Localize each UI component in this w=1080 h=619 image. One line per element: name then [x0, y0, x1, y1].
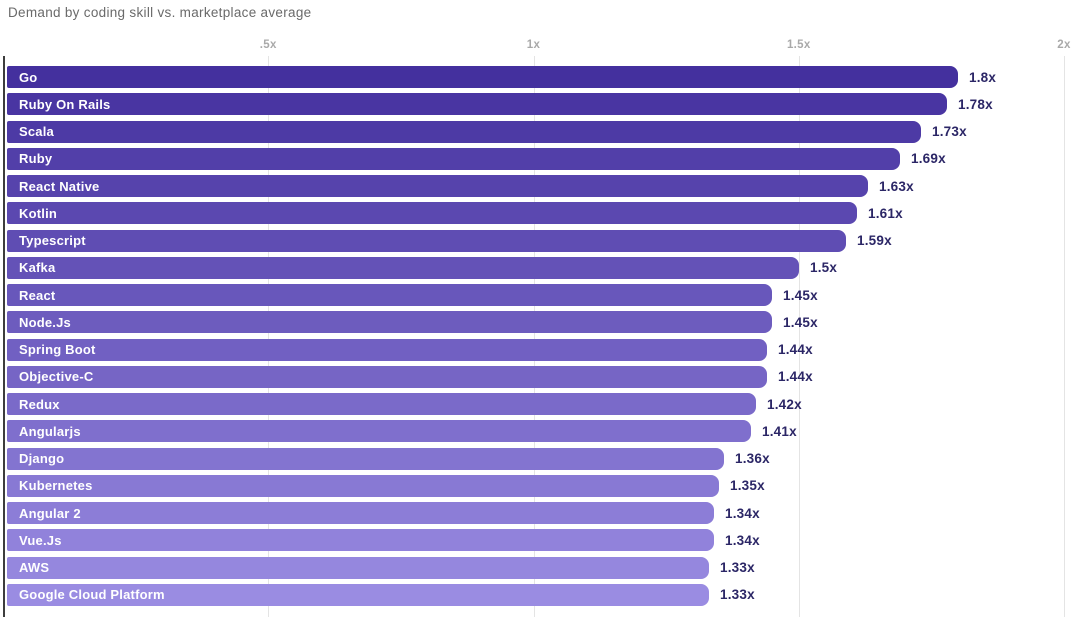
bar-kubernetes[interactable]: Kubernetes — [7, 474, 719, 497]
bar-react-native[interactable]: React Native — [7, 175, 868, 198]
bar-row: Scala 1.73x — [7, 120, 967, 143]
bar-category-label: Go — [19, 69, 38, 85]
bar-category-label: Ruby — [19, 151, 53, 167]
bar-category-label: React — [19, 287, 56, 303]
bar-row: Ruby 1.69x — [7, 147, 946, 170]
bar-row: Angularjs 1.41x — [7, 420, 797, 443]
bar-category-label: Objective-C — [19, 369, 94, 385]
x-tick-label: 2x — [1057, 39, 1071, 51]
bar-category-label: Kubernetes — [19, 478, 93, 494]
bar-category-label: Vue.Js — [19, 532, 62, 548]
bar-row: Vue.Js 1.34x — [7, 529, 760, 552]
bar-django[interactable]: Django — [7, 447, 724, 470]
bar-value-label: 1.36x — [735, 451, 770, 467]
gridline-.5x — [268, 56, 270, 617]
bar-value-label: 1.69x — [911, 151, 946, 167]
x-tick-label: 1x — [526, 39, 541, 51]
gridline-1.5x — [798, 56, 800, 617]
bar-scala[interactable]: Scala — [7, 120, 921, 143]
x-tick-label: 1.5x — [786, 39, 811, 51]
bar-value-label: 1.61x — [868, 205, 903, 221]
bar-value-label: 1.5x — [810, 260, 838, 276]
bar-value-label: 1.45x — [783, 314, 818, 330]
bar-category-label: React Native — [19, 178, 100, 194]
bar-ruby-on-rails[interactable]: Ruby On Rails — [7, 93, 947, 116]
bar-value-label: 1.42x — [767, 396, 802, 412]
bar-row: Angular 2 1.34x — [7, 502, 760, 525]
bar-row: Kotlin 1.61x — [7, 202, 903, 225]
x-tick-label: .5x — [259, 39, 277, 51]
bar-value-label: 1.78x — [958, 96, 993, 112]
bar-value-label: 1.59x — [857, 233, 892, 249]
bar-value-label: 1.34x — [725, 505, 760, 521]
bar-value-label: 1.33x — [720, 587, 755, 603]
bar-category-label: Ruby On Rails — [19, 96, 111, 112]
bar-value-label: 1.44x — [778, 369, 813, 385]
bar-row: Objective-C 1.44x — [7, 365, 813, 388]
bar-row: AWS 1.33x — [7, 556, 755, 579]
bar-go[interactable]: Go — [7, 66, 958, 88]
bar-node-js[interactable]: Node.Js — [7, 311, 772, 334]
bar-row: React 1.45x — [7, 284, 818, 307]
bar-row: Google Cloud Platform 1.33x — [7, 583, 755, 606]
bar-value-label: 1.63x — [879, 178, 914, 194]
bar-row: React Native 1.63x — [7, 175, 914, 198]
bar-category-label: AWS — [19, 560, 50, 576]
bar-category-label: Angular 2 — [19, 505, 81, 521]
bar-typescript[interactable]: Typescript — [7, 229, 846, 252]
bar-category-label: Kafka — [19, 260, 56, 276]
bar-category-label: Typescript — [19, 233, 86, 249]
bar-angularjs[interactable]: Angularjs — [7, 420, 751, 443]
gridline-2x — [1064, 56, 1065, 617]
bar-google-cloud-platform[interactable]: Google Cloud Platform — [7, 583, 709, 606]
bar-ruby[interactable]: Ruby — [7, 147, 900, 170]
bar-row: Kafka 1.5x — [7, 256, 838, 279]
bar-value-label: 1.73x — [932, 124, 967, 140]
bar-row: Django 1.36x — [7, 447, 770, 470]
bar-spring-boot[interactable]: Spring Boot — [7, 338, 767, 361]
bar-category-label: Django — [19, 451, 65, 467]
bar-value-label: 1.45x — [783, 287, 818, 303]
bar-kotlin[interactable]: Kotlin — [7, 202, 857, 225]
bar-category-label: Scala — [19, 124, 54, 140]
bar-aws[interactable]: AWS — [7, 556, 709, 579]
bar-category-label: Google Cloud Platform — [19, 587, 165, 603]
bar-row: Kubernetes 1.35x — [7, 474, 765, 497]
bar-row: Typescript 1.59x — [7, 229, 892, 252]
bar-row: Redux 1.42x — [7, 393, 802, 416]
bar-row: Go 1.8x — [7, 66, 996, 88]
bar-value-label: 1.41x — [762, 423, 797, 439]
bar-category-label: Spring Boot — [19, 342, 96, 358]
bar-row: Spring Boot 1.44x — [7, 338, 813, 361]
bar-category-label: Angularjs — [19, 423, 81, 439]
bar-kafka[interactable]: Kafka — [7, 256, 799, 279]
chart-title: Demand by coding skill vs. marketplace a… — [8, 5, 312, 20]
bar-value-label: 1.44x — [778, 342, 813, 358]
gridline-1x — [533, 56, 535, 617]
bar-category-label: Redux — [19, 396, 60, 412]
bar-category-label: Node.Js — [19, 314, 71, 330]
bar-value-label: 1.35x — [730, 478, 765, 494]
bar-row: Node.Js 1.45x — [7, 311, 818, 334]
y-axis-line — [3, 56, 5, 617]
bar-redux[interactable]: Redux — [7, 393, 756, 416]
bar-category-label: Kotlin — [19, 205, 58, 221]
bar-react[interactable]: React — [7, 284, 772, 307]
bar-objective-c[interactable]: Objective-C — [7, 365, 767, 388]
bar-row: Ruby On Rails 1.78x — [7, 93, 993, 116]
bar-value-label: 1.34x — [725, 532, 760, 548]
bar-value-label: 1.33x — [720, 560, 755, 576]
bar-value-label: 1.8x — [969, 69, 997, 85]
bar-vue-js[interactable]: Vue.Js — [7, 529, 714, 552]
bar-angular-2[interactable]: Angular 2 — [7, 502, 714, 525]
